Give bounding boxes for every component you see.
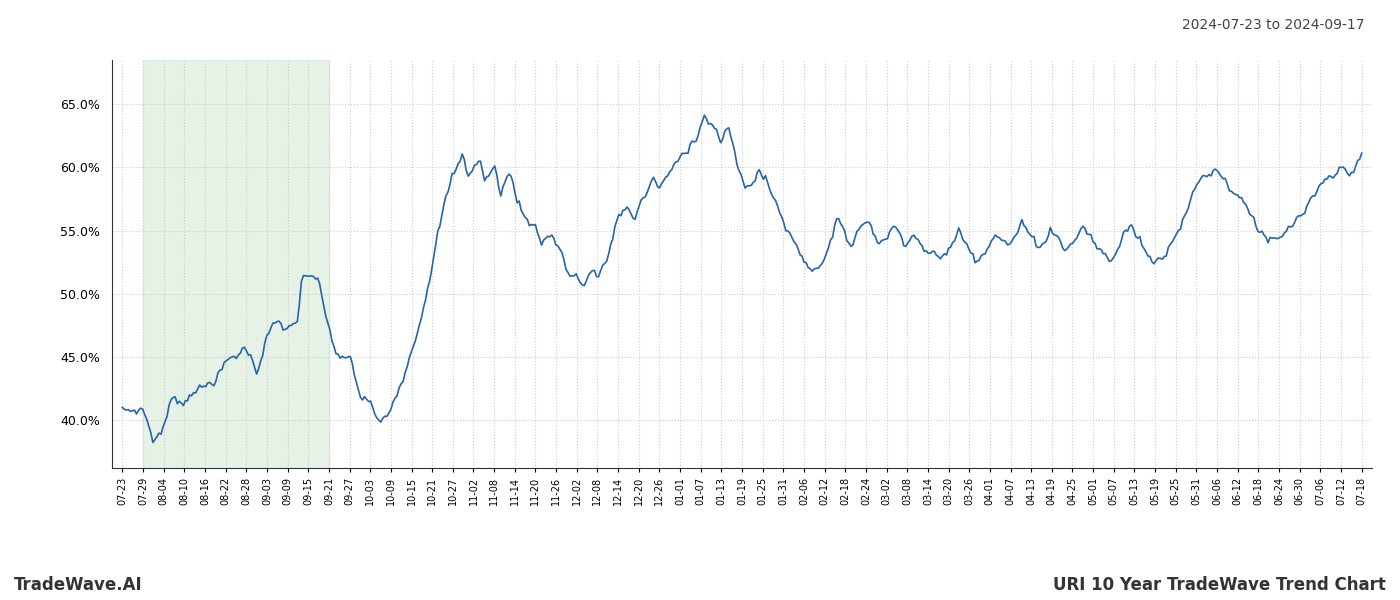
Text: 2024-07-23 to 2024-09-17: 2024-07-23 to 2024-09-17: [1183, 18, 1365, 32]
Bar: [143, 60, 329, 468]
Text: TradeWave.AI: TradeWave.AI: [14, 576, 143, 594]
Text: URI 10 Year TradeWave Trend Chart: URI 10 Year TradeWave Trend Chart: [1053, 576, 1386, 594]
